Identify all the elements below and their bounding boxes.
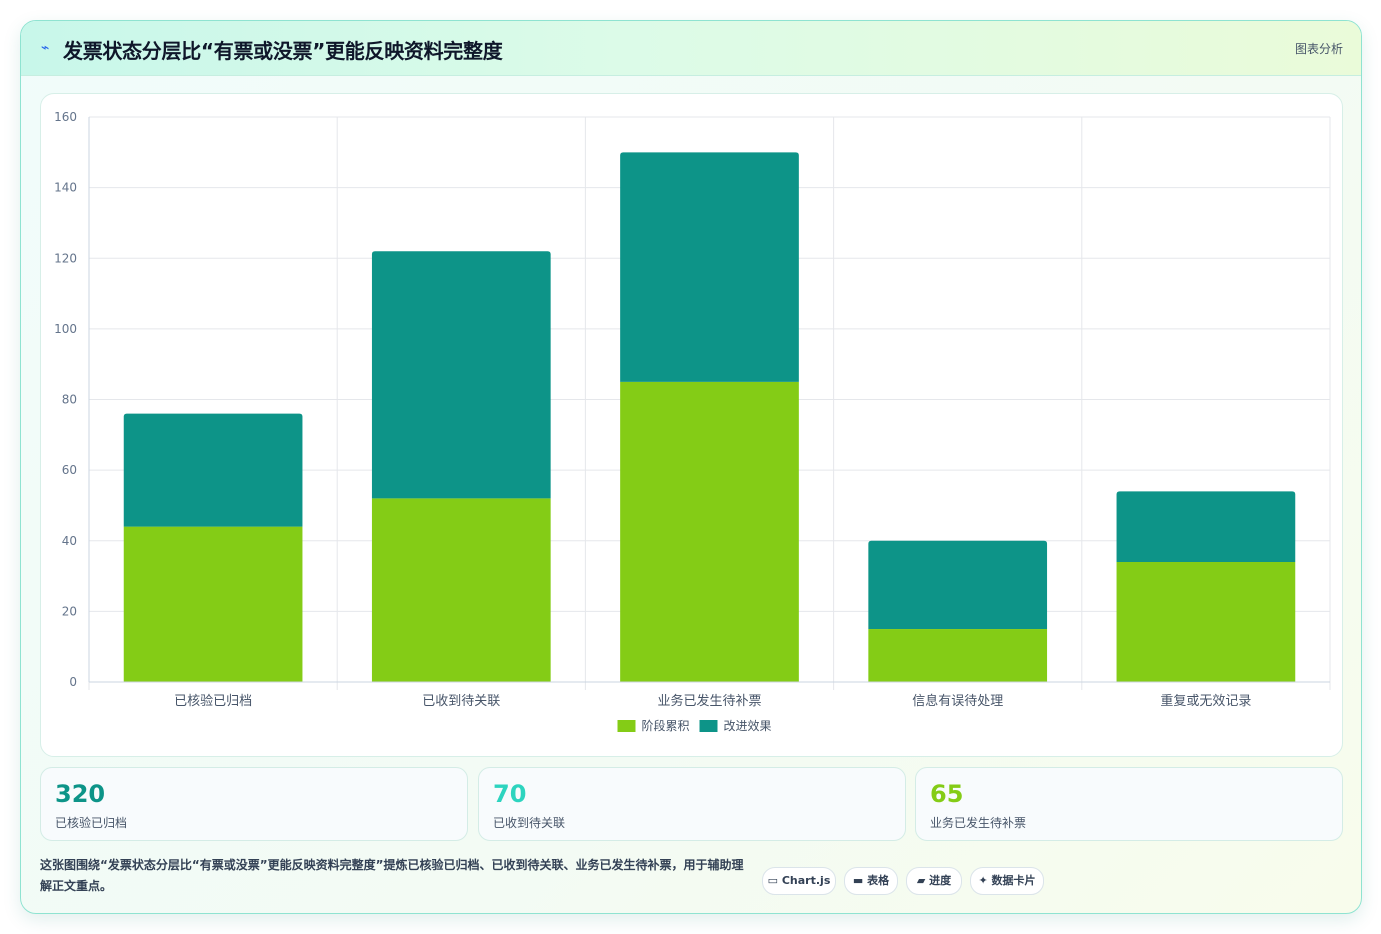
bar-segment: [371, 251, 551, 499]
bar-segment: [123, 413, 303, 527]
legend-label: 阶段累积: [642, 718, 690, 733]
sparkle-icon: ✦: [978, 874, 988, 887]
y-tick-label: 40: [62, 534, 77, 548]
stat-value: 65: [930, 780, 964, 808]
y-tick-label: 60: [62, 463, 77, 477]
table-icon: ▬: [852, 874, 864, 887]
chip-label: 进度: [929, 874, 952, 887]
x-tick-label: 已核验已归档: [174, 693, 252, 709]
window-icon: ▭: [767, 874, 779, 887]
page-title: 发票状态分层比“有票或没票”更能反映资料完整度: [63, 39, 503, 63]
bar-segment: [620, 152, 799, 382]
bar-segment: [1116, 491, 1296, 562]
chart-panel: 0 20 40 60 80 100 120 140 160 已核验已归档 已收到待关联 业务已发生待补…: [40, 93, 1343, 757]
chip-chartjs[interactable]: ▭ Chart.js: [762, 867, 836, 895]
bar-segment: [868, 540, 1048, 630]
y-tick-label: 80: [62, 393, 77, 407]
y-tick-label: 120: [54, 251, 77, 265]
chip-progress[interactable]: ▰ 进度: [906, 867, 962, 895]
legend-swatch: [699, 720, 718, 732]
bar-segment: [1116, 561, 1296, 682]
progress-icon: ▰: [916, 874, 926, 887]
bar-segment: [371, 498, 551, 682]
y-tick-label: 160: [54, 110, 77, 124]
x-tick-label: 业务已发生待补票: [657, 693, 761, 709]
chip-table[interactable]: ▬ 表格: [844, 867, 898, 895]
stat-label: 已核验已归档: [55, 816, 128, 830]
stat-value: 70: [493, 780, 527, 808]
stat-card-2: 70 已收到待关联: [478, 767, 906, 841]
y-tick-label: 140: [54, 181, 77, 195]
chip-label: 数据卡片: [991, 874, 1036, 887]
x-tick-label: 信息有误待处理: [912, 693, 1003, 709]
stat-value: 320: [55, 780, 106, 808]
chip-label: 表格: [867, 874, 890, 887]
chart-description: 这张图围绕“发票状态分层比“有票或没票”更能反映资料完整度”提炼已核验已归档、已…: [40, 858, 744, 893]
stat-label: 已收到待关联: [493, 816, 566, 830]
stat-card-1: 320 已核验已归档: [40, 767, 468, 841]
bar-segment: [620, 381, 799, 682]
chip-label: Chart.js: [781, 874, 831, 887]
chart-analysis-tag[interactable]: 图表分析: [1294, 42, 1343, 56]
bar-segment: [123, 526, 303, 682]
chip-data-card[interactable]: ✦ 数据卡片: [970, 867, 1044, 895]
chart-line-icon: ⌁: [41, 40, 50, 56]
stat-label: 业务已发生待补票: [930, 816, 1027, 830]
x-tick-label: 重复或无效记录: [1160, 693, 1251, 709]
bar-segment: [868, 629, 1048, 682]
chart-card: ⌁ 发票状态分层比“有票或没票”更能反映资料完整度 图表分析 0 20 40 60 80…: [20, 20, 1362, 914]
stacked-bar-chart: 0 20 40 60 80 100 120 140 160 已核验已归档 已收到待关联 业务已发生待补…: [54, 110, 1331, 733]
y-tick-label: 0: [69, 675, 77, 689]
y-tick-label: 20: [62, 604, 77, 618]
card-header: ⌁ 发票状态分层比“有票或没票”更能反映资料完整度 图表分析: [21, 21, 1361, 76]
y-tick-label: 100: [54, 322, 77, 336]
stat-card-3: 65 业务已发生待补票: [915, 767, 1343, 841]
legend-label: 改进效果: [724, 718, 772, 733]
legend-swatch: [617, 720, 636, 732]
x-tick-label: 已收到待关联: [422, 694, 500, 709]
